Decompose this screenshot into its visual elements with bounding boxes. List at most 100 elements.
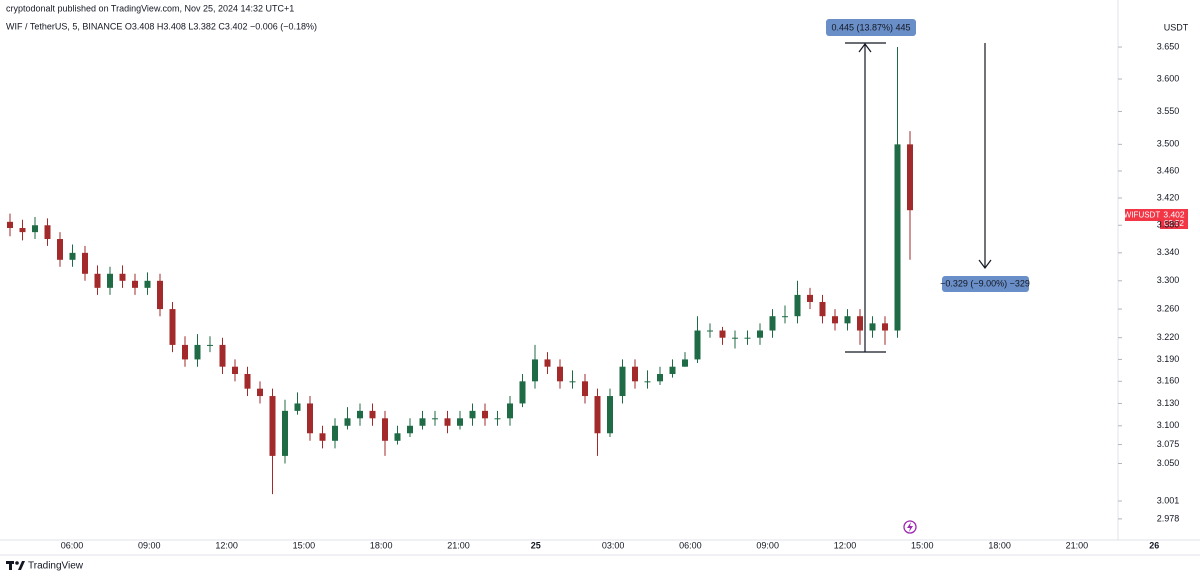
y-tick-label: 3.220 (1157, 332, 1180, 342)
y-tick-label: 3.130 (1157, 398, 1180, 408)
candle-body (844, 316, 851, 324)
candle-body (519, 381, 526, 404)
measure-label: 0.445 (13.87%) 445 (831, 22, 910, 32)
symbol-tag-text: WIFUSDT (1124, 211, 1161, 220)
x-tick-label: 18:00 (988, 540, 1011, 550)
candle-body (457, 418, 463, 426)
x-tick-label: 12:00 (834, 540, 857, 550)
candle-body (219, 344, 226, 367)
candle-body (807, 294, 813, 302)
y-tick-label: 3.550 (1157, 106, 1180, 116)
x-tick-label: 03:00 (602, 540, 625, 550)
candle-body (694, 330, 701, 360)
event-icon-bolt (907, 522, 913, 532)
x-tick-label: 15:00 (911, 540, 934, 550)
symbol-legend: WIF / TetherUS, 5, BINANCE O3.408 H3.408… (6, 21, 317, 31)
candle-body (357, 410, 363, 419)
candle-body (119, 273, 126, 281)
candle-body (157, 280, 163, 310)
candle-body (507, 403, 513, 419)
measure-down (978, 43, 992, 269)
candle-body (319, 433, 326, 441)
y-tick-label: 3.100 (1157, 420, 1180, 430)
candle-body (532, 359, 538, 382)
candle-body (182, 344, 188, 360)
candle-body (32, 225, 38, 233)
candle-body (582, 381, 588, 397)
candle-body (857, 316, 863, 331)
y-tick-label: 3.500 (1157, 139, 1180, 149)
candle-body (19, 227, 26, 233)
candle-body (194, 344, 201, 360)
candle-body (57, 239, 63, 260)
x-tick-label: 18:00 (370, 540, 393, 550)
candle-body (619, 366, 626, 397)
candle-body (7, 221, 13, 228)
candle-body (132, 280, 138, 288)
y-tick-label: 3.190 (1157, 354, 1180, 364)
candle-body (144, 280, 151, 288)
candle-body (557, 366, 563, 382)
candle-body (882, 323, 888, 331)
candle-body (769, 316, 776, 331)
y-tick-label: 3.600 (1157, 73, 1180, 83)
candle-body (719, 330, 726, 338)
x-tick-label: 06:00 (679, 540, 702, 550)
event-icon[interactable] (903, 520, 917, 534)
candle-body (69, 252, 76, 260)
candle-body (369, 410, 376, 419)
x-tick-label: 09:00 (756, 540, 779, 550)
candle-body (432, 418, 438, 420)
x-tick-label: 12:00 (215, 540, 238, 550)
y-tick-label: 3.460 (1157, 165, 1180, 175)
x-tick-label: 06:00 (61, 540, 84, 550)
symbol-tag (1125, 209, 1160, 221)
y-tick-label: 3.340 (1157, 247, 1180, 257)
brand-logo (6, 561, 25, 570)
candle-body (832, 316, 838, 324)
y-tick-label: 3.420 (1157, 192, 1180, 202)
y-tick-label: 2.978 (1157, 513, 1180, 523)
measure-label-box (826, 19, 916, 36)
candle-body (894, 144, 901, 331)
candle-body (282, 410, 288, 456)
measure-label: −0.329 (−9.00%) −329 (940, 278, 1030, 288)
measure-up (845, 42, 886, 353)
candle-body (207, 344, 213, 346)
candle-body (232, 366, 238, 374)
candle-body (382, 418, 388, 441)
candle-body (469, 410, 476, 419)
candle-body (332, 425, 338, 441)
candle-body (669, 366, 676, 374)
candle-body (394, 433, 401, 441)
candle-body (344, 418, 351, 426)
x-tick-label: 09:00 (138, 540, 161, 550)
candle-body (269, 396, 276, 456)
last-price: 3.402 (1163, 209, 1185, 219)
candle-body (569, 381, 576, 383)
candle-body (644, 381, 651, 383)
candle-body (869, 323, 876, 331)
candle-body (444, 418, 451, 426)
candle-body (407, 425, 413, 434)
y-tick-label: 3.160 (1157, 376, 1180, 386)
y-tick-label: 3.300 (1157, 275, 1180, 285)
candle-body (682, 359, 688, 367)
y-tick-label: 3.260 (1157, 303, 1180, 313)
x-tick-label: 21:00 (1066, 540, 1089, 550)
y-tick-label: 3.380 (1157, 220, 1180, 230)
candle-body (607, 396, 613, 434)
candle-body (594, 396, 601, 434)
y-tick-label: 3.075 (1157, 439, 1180, 449)
x-tick-label: 21:00 (447, 540, 470, 550)
candle-body (657, 373, 663, 382)
candle-body (757, 330, 763, 338)
candle-body (732, 337, 738, 339)
y-tick-label: 3.650 (1157, 41, 1180, 51)
candle-body (107, 273, 113, 288)
candle-body (307, 403, 313, 434)
candle-body (244, 373, 251, 389)
candle-body (482, 410, 488, 419)
candle-body (907, 144, 913, 211)
